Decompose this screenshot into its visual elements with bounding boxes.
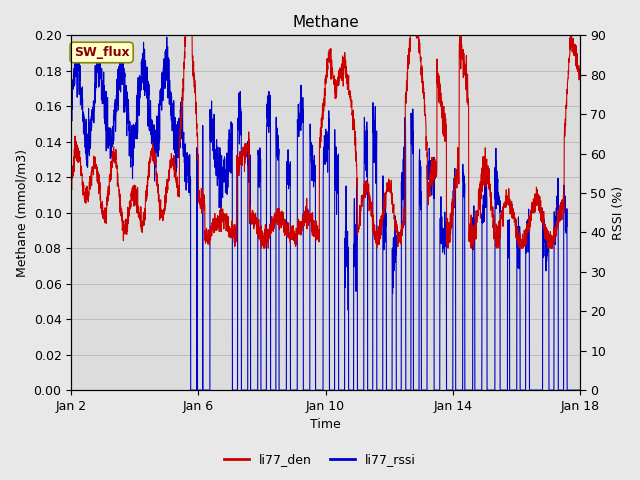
Text: SW_flux: SW_flux [74, 46, 129, 59]
X-axis label: Time: Time [310, 419, 341, 432]
Y-axis label: Methane (mmol/m3): Methane (mmol/m3) [15, 149, 28, 277]
Legend: li77_den, li77_rssi: li77_den, li77_rssi [219, 448, 421, 471]
Title: Methane: Methane [292, 15, 359, 30]
Y-axis label: RSSI (%): RSSI (%) [612, 186, 625, 240]
